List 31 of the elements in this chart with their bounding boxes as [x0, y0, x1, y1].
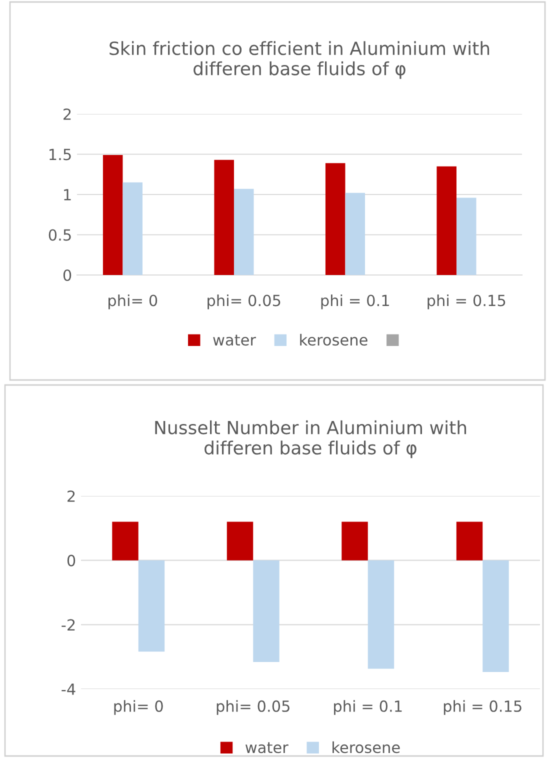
- y-tick-label: 0: [63, 269, 72, 282]
- y-tick-label: 2: [68, 490, 75, 502]
- y-tick-label: 1.5: [50, 148, 71, 160]
- bar: [102, 155, 123, 275]
- bar: [122, 182, 143, 275]
- bar: [345, 192, 366, 275]
- legend-label: water: [246, 742, 288, 754]
- x-tick-label: phi= 0: [108, 294, 158, 310]
- bar: [436, 166, 456, 275]
- bar: [325, 163, 346, 275]
- y-tick-label: -4: [62, 684, 76, 695]
- bar: [214, 160, 234, 275]
- x-tick-label: phi= 0.05: [216, 700, 290, 715]
- x-tick-label: phi= 0: [114, 700, 163, 715]
- legend-label: water: [213, 334, 256, 346]
- x-tick-label: phi = 0.15: [444, 700, 522, 715]
- legend-label: kerosene: [300, 334, 368, 346]
- x-tick-label: phi = 0.1: [334, 700, 402, 715]
- legend-label: kerosene: [332, 741, 400, 754]
- x-tick-label: phi= 0.05: [208, 294, 280, 310]
- chart-title: Nusselt Number in Aluminium with differen base fluids of φ: [155, 420, 466, 458]
- y-tick-label: 0.5: [48, 229, 71, 241]
- y-tick-label: -2: [62, 619, 75, 630]
- x-tick-label: phi = 0.15: [428, 294, 506, 310]
- chart-title: Skin friction co efficient in Aluminium with differen base fluids of φ: [110, 41, 490, 79]
- y-tick-label: 2: [64, 108, 71, 120]
- y-tick-label: 0: [67, 554, 76, 566]
- bar: [456, 198, 476, 275]
- y-tick-label: 1: [64, 189, 71, 200]
- x-tick-label: phi = 0.1: [321, 294, 389, 310]
- bar: [234, 188, 254, 275]
